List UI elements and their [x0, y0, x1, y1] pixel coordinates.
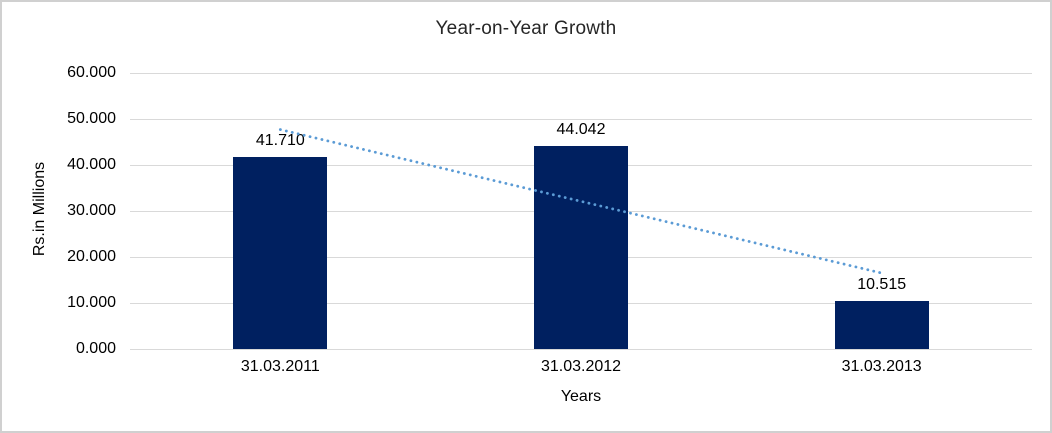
plot-area: [130, 73, 1032, 350]
y-tick-label: 40.000: [67, 156, 116, 173]
y-tick-label: 50.000: [67, 110, 116, 127]
bar-data-label: 44.042: [556, 121, 606, 139]
bar: [834, 300, 929, 349]
y-tick-label: 10.000: [67, 294, 116, 311]
y-tick-label: 0.000: [75, 340, 116, 357]
y-tick-label: 20.000: [67, 248, 116, 265]
x-tick-label: 31.03.2013: [841, 358, 922, 375]
y-tick-label: 30.000: [67, 202, 116, 219]
gridline: [130, 119, 1032, 120]
trendline: [278, 128, 884, 275]
bar: [233, 157, 328, 349]
x-tick-label: 31.03.2011: [240, 358, 320, 375]
bar: [534, 146, 628, 349]
x-tick-label: 31.03.2012: [540, 358, 622, 375]
bar-data-label: 41.710: [255, 132, 305, 150]
gridline: [130, 349, 1032, 350]
chart-title: Year-on-Year Growth: [435, 18, 617, 39]
x-axis-title: Years: [560, 388, 602, 405]
bar-data-label: 10.515: [857, 275, 907, 293]
y-tick-label: 60.000: [67, 64, 116, 81]
gridline: [130, 73, 1032, 74]
